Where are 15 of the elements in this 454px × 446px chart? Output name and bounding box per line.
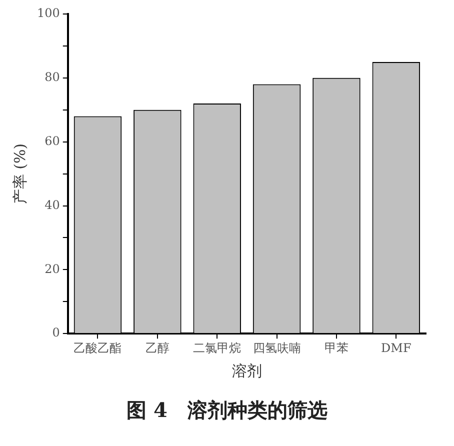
y-tick-label: 0 [52,326,60,340]
y-tick-label: 80 [44,70,60,84]
x-tick-label: DMF [381,340,412,355]
x-tick-label: 乙酸乙酯 [74,340,122,355]
caption: 图 4 溶剂种类的筛选 [126,397,328,424]
y-tick-label: 20 [44,262,60,276]
y-tick-label: 40 [44,198,60,212]
x-tick-label: 四氢呋喃 [252,340,301,355]
x-tick-label: 二氯甲烷 [193,340,242,355]
x-axis-title: 溶剂 [232,362,262,380]
y-tick-label: 100 [37,6,60,20]
x-tick-label: 乙醇 [145,340,170,355]
y-tick-label: 60 [44,134,60,148]
y-axis-title: 产率 (%) [10,143,29,204]
x-tick-label: 甲苯 [324,340,348,355]
